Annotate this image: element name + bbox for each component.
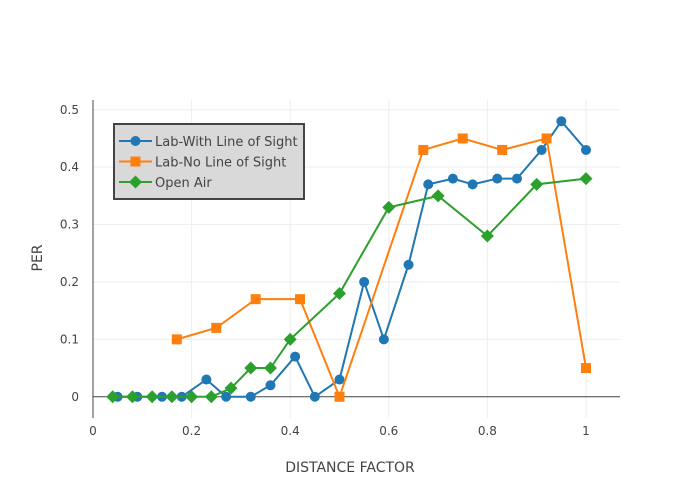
x-tick-label: 0.6 xyxy=(379,424,398,438)
data-point xyxy=(536,144,547,155)
data-point xyxy=(511,173,522,184)
data-point xyxy=(431,189,445,203)
data-point xyxy=(382,200,396,214)
data-point xyxy=(145,390,159,404)
data-point xyxy=(250,294,261,305)
x-tick-label: 0 xyxy=(89,424,97,438)
data-point xyxy=(530,177,544,191)
data-point xyxy=(492,173,503,184)
series-layer xyxy=(106,116,593,404)
data-point xyxy=(334,391,345,402)
data-point xyxy=(457,133,468,144)
data-point xyxy=(130,156,141,167)
data-point xyxy=(332,286,346,300)
legend-label: Lab-No Line of Sight xyxy=(155,156,286,171)
data-point xyxy=(579,172,593,186)
data-point xyxy=(497,144,508,155)
data-point xyxy=(447,173,458,184)
y-axis-label: PER xyxy=(30,244,46,271)
legend: Lab-With Line of Sight Lab-No Line of Sig… xyxy=(113,123,305,200)
data-point xyxy=(211,322,222,333)
data-point xyxy=(106,390,120,404)
data-point xyxy=(283,332,297,346)
y-tick-label: 0.2 xyxy=(60,275,79,289)
data-point xyxy=(423,179,434,190)
data-point xyxy=(309,391,320,402)
data-point xyxy=(541,133,552,144)
data-point xyxy=(245,391,256,402)
data-point xyxy=(290,351,301,362)
series-lab-with-line-of-sight xyxy=(112,116,591,402)
series-line xyxy=(112,177,587,398)
y-tick-label: 0.1 xyxy=(60,332,79,346)
y-tick-label: 0 xyxy=(71,390,79,404)
data-point xyxy=(378,334,389,345)
data-point xyxy=(201,374,212,385)
legend-label: Lab-With Line of Sight xyxy=(155,135,298,150)
data-point xyxy=(263,361,277,375)
y-tick-label: 0.5 xyxy=(60,103,79,117)
data-point xyxy=(418,144,429,155)
series-line xyxy=(176,137,587,400)
x-tick-label: 0.8 xyxy=(478,424,497,438)
series-lab-no-line-of-sight xyxy=(171,133,591,402)
x-tick-label: 0.4 xyxy=(281,424,300,438)
x-tick-label: 1 xyxy=(582,424,590,438)
x-axis-label: DISTANCE FACTOR xyxy=(285,460,415,476)
data-point xyxy=(221,391,232,402)
data-point xyxy=(556,116,567,127)
data-point xyxy=(580,144,591,155)
data-point xyxy=(480,229,494,243)
series-line xyxy=(117,119,587,399)
data-point xyxy=(334,374,345,385)
data-point xyxy=(204,390,218,404)
data-point xyxy=(125,390,139,404)
data-point xyxy=(244,361,258,375)
data-point xyxy=(165,390,179,404)
data-point xyxy=(295,294,306,305)
data-point xyxy=(265,380,276,391)
data-point xyxy=(403,259,414,270)
y-tick-label: 0.4 xyxy=(60,160,79,174)
data-point xyxy=(224,381,238,395)
x-tick-label: 0.2 xyxy=(182,424,201,438)
data-point xyxy=(467,179,478,190)
legend-label: Open Air xyxy=(155,176,212,191)
data-point xyxy=(171,334,182,345)
series-open-air xyxy=(106,172,593,404)
y-tick-label: 0.3 xyxy=(60,218,79,232)
data-point xyxy=(130,136,141,146)
data-point xyxy=(129,175,142,189)
data-point xyxy=(359,276,370,287)
data-point xyxy=(580,363,591,374)
data-point xyxy=(185,390,199,404)
